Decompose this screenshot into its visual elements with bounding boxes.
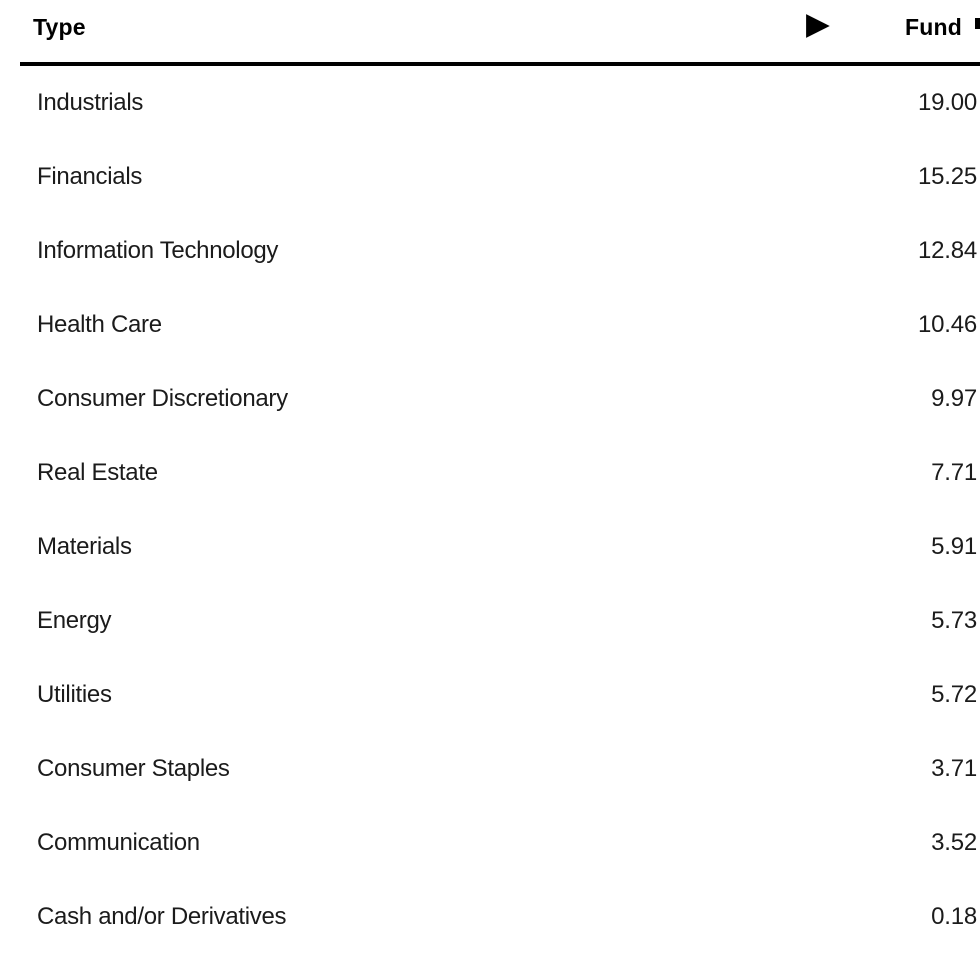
clipped-header-glyph xyxy=(975,18,980,29)
table-row: Real Estate 7.71 xyxy=(0,436,980,510)
table-header: Type ▶ Fund xyxy=(0,0,980,62)
row-value: 5.91 xyxy=(931,533,977,560)
column-header-fund: Fund xyxy=(905,14,962,40)
row-value: 10.46 xyxy=(917,311,977,338)
row-value: 12.84 xyxy=(917,237,977,264)
row-value: 7.71 xyxy=(931,459,977,486)
scroll-right-arrow-icon[interactable]: ▶ xyxy=(806,6,830,41)
table-row: Consumer Staples 3.71 xyxy=(0,732,980,806)
row-value: 5.72 xyxy=(931,681,977,708)
row-value: 15.25 xyxy=(917,163,977,190)
header-divider-rule xyxy=(20,62,980,66)
table-row: Utilities 5.72 xyxy=(0,658,980,732)
row-label: Consumer Discretionary xyxy=(37,385,288,412)
row-label: Financials xyxy=(37,163,143,190)
row-value: 5.73 xyxy=(931,607,977,634)
row-value: 3.52 xyxy=(931,829,977,856)
column-header-type: Type xyxy=(33,14,86,40)
row-label: Energy xyxy=(37,607,112,634)
table-row: Health Care 10.46 xyxy=(0,288,980,362)
table-row: Financials 15.25 xyxy=(0,140,980,214)
table-row: Industrials 19.00 xyxy=(0,66,980,140)
row-label: Consumer Staples xyxy=(37,755,230,782)
table-body: Industrials 19.00 Financials 15.25 Infor… xyxy=(0,66,980,954)
row-value: 3.71 xyxy=(931,755,977,782)
row-label: Industrials xyxy=(37,89,144,116)
table-row: Energy 5.73 xyxy=(0,584,980,658)
row-label: Utilities xyxy=(37,681,112,708)
row-label: Health Care xyxy=(37,311,162,338)
row-label: Communication xyxy=(37,829,200,856)
table-row: Communication 3.52 xyxy=(0,806,980,880)
row-label: Materials xyxy=(37,533,132,560)
row-label: Information Technology xyxy=(37,237,279,264)
table-row: Materials 5.91 xyxy=(0,510,980,584)
row-label: Real Estate xyxy=(37,459,158,486)
row-value: 0.18 xyxy=(931,903,977,930)
row-label: Cash and/or Derivatives xyxy=(37,903,287,930)
table-row: Information Technology 12.84 xyxy=(0,214,980,288)
row-value: 9.97 xyxy=(931,385,977,412)
table-row: Cash and/or Derivatives 0.18 xyxy=(0,880,980,954)
row-value: 19.00 xyxy=(917,89,977,116)
table-row: Consumer Discretionary 9.97 xyxy=(0,362,980,436)
